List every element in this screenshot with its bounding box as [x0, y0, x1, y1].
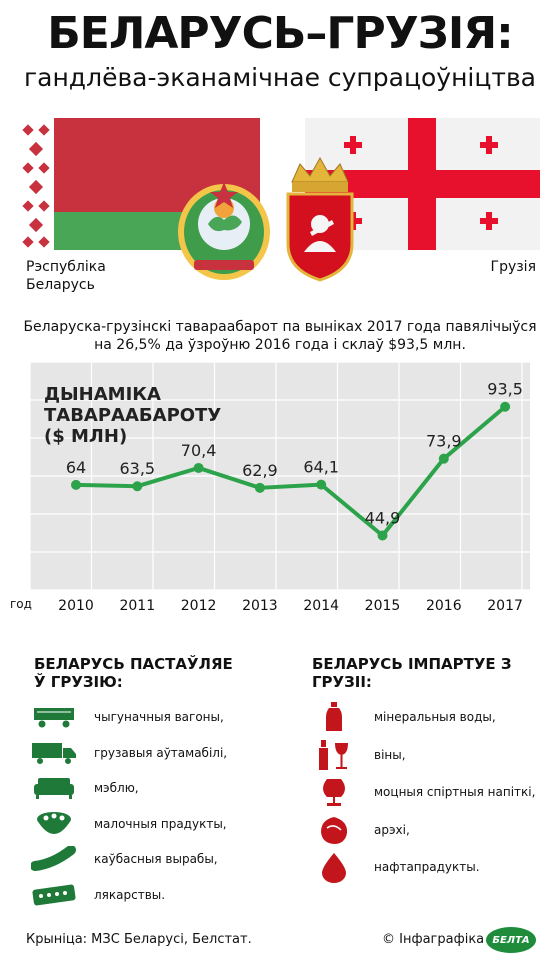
wine-icon	[308, 739, 360, 770]
data-point	[438, 453, 449, 464]
data-label: 70,4	[181, 441, 217, 460]
pills-icon	[28, 880, 80, 910]
data-point	[316, 479, 327, 490]
credit-note: © Інфаграфіка	[382, 932, 485, 947]
nut-icon	[308, 815, 360, 845]
sofa-icon	[28, 773, 80, 803]
flags-illustration	[20, 118, 540, 282]
x-tick-label: 2010	[58, 598, 94, 614]
data-label: 44,9	[365, 509, 401, 528]
list-item: малочныя прадукты,	[28, 809, 227, 839]
x-tick-label: 2014	[303, 598, 339, 614]
list-item-label: грузавыя аўтамабілі,	[94, 745, 228, 760]
imports-heading-text: БЕЛАРУСЬ ІМПАРТУЕ З ГРУЗІІ:	[312, 655, 512, 691]
list-item: мэблю,	[28, 773, 139, 803]
list-item: мінеральныя воды,	[308, 702, 496, 732]
data-label: 63,5	[119, 459, 155, 478]
list-item-label: нафтапрадукты.	[374, 860, 480, 874]
list-item-label: мэблю,	[94, 781, 139, 795]
list-item-label: віны,	[374, 747, 406, 762]
list-item: нафтапрадукты.	[308, 852, 480, 883]
imports-heading: БЕЛАРУСЬ ІМПАРТУЕ З ГРУЗІІ:	[312, 655, 512, 691]
dairy-bowl-icon	[28, 809, 80, 839]
caption-georgia: Грузія	[490, 259, 536, 275]
data-point	[193, 462, 204, 473]
list-item: чыгуначныя вагоны,	[28, 702, 224, 732]
truck-icon	[28, 738, 80, 768]
source-note: Крыніца: МЗС Беларусі, Белстат.	[26, 932, 252, 947]
list-item: арэхі,	[308, 815, 410, 845]
water-bottle-icon	[308, 702, 360, 732]
x-tick-label: 2011	[119, 598, 155, 614]
caption-belarus: Рэспубліка Беларусь	[26, 259, 106, 293]
list-item-label: арэхі,	[374, 822, 410, 837]
data-point	[132, 481, 143, 492]
exports-list: чыгуначныя вагоны, грузавыя аўтамабілі, мэ…	[28, 702, 278, 912]
trade-chart: 64 63,5 70,4 62,9 64,1 44,9 73,9 93,5 2010 2011 20…	[10, 361, 530, 614]
x-axis-label: год	[10, 597, 32, 611]
page-subtitle: гандлёва-эканамічнае супрацоўніцтва	[24, 63, 536, 92]
data-label: 64	[66, 458, 86, 477]
data-label: 93,5	[487, 380, 523, 399]
data-point	[254, 482, 265, 493]
data-point	[500, 401, 511, 412]
list-item-label: каўбасныя вырабы,	[94, 852, 218, 866]
list-item: моцныя спіртныя напіткі,	[308, 777, 535, 807]
data-point	[71, 479, 81, 490]
imports-list: мінеральныя воды, віны, моцныя спіртныя на…	[308, 702, 538, 883]
data-label: 62,9	[242, 461, 278, 480]
exports-heading: БЕЛАРУСЬ ПАСТАЎЛЯЕ Ў ГРУЗІЮ:	[34, 655, 244, 691]
series-line	[75, 405, 507, 538]
data-label: 73,9	[426, 432, 462, 451]
x-tick-label: 2015	[365, 598, 401, 614]
list-item-label: моцныя спіртныя напіткі,	[374, 785, 536, 799]
exports-heading-text: БЕЛАРУСЬ ПАСТАЎЛЯЕ Ў ГРУЗІЮ:	[34, 655, 233, 691]
georgia-coat-of-arms-icon	[286, 156, 354, 282]
belarus-emblem-icon	[178, 182, 270, 280]
data-label: 64,1	[303, 458, 339, 477]
data-point	[377, 530, 388, 541]
x-tick-label: 2013	[242, 598, 278, 614]
list-item-label: мінеральныя воды,	[374, 710, 496, 724]
intro-text: Беларуска-грузінскі тавараабарот па выні…	[23, 319, 537, 353]
list-item-label: лякарствы.	[94, 887, 166, 902]
belta-logo: БЕЛТА	[486, 927, 536, 953]
page-title: БЕЛАРУСЬ–ГРУЗІЯ:	[47, 8, 514, 59]
oil-drop-icon	[308, 852, 360, 883]
x-tick-label: 2016	[426, 598, 462, 614]
list-item: віны,	[308, 739, 406, 770]
list-item: лякарствы.	[28, 880, 165, 910]
list-item: каўбасныя вырабы,	[28, 844, 218, 874]
list-item-label: малочныя прадукты,	[94, 816, 227, 831]
list-item: грузавыя аўтамабілі,	[28, 738, 227, 768]
x-tick-label: 2017	[487, 598, 523, 614]
cognac-glass-icon	[308, 777, 360, 807]
chart-title: ДЫНАМІКА ТАВАРААБАРОТУ ($ МЛН)	[44, 384, 221, 447]
list-item-label: чыгуначныя вагоны,	[94, 710, 224, 724]
x-tick-label: 2012	[181, 598, 217, 614]
chart-title-text: ДЫНАМІКА ТАВАРААБАРОТУ ($ МЛН)	[44, 384, 222, 447]
railcar-icon	[28, 702, 80, 732]
sausage-icon	[28, 844, 80, 874]
